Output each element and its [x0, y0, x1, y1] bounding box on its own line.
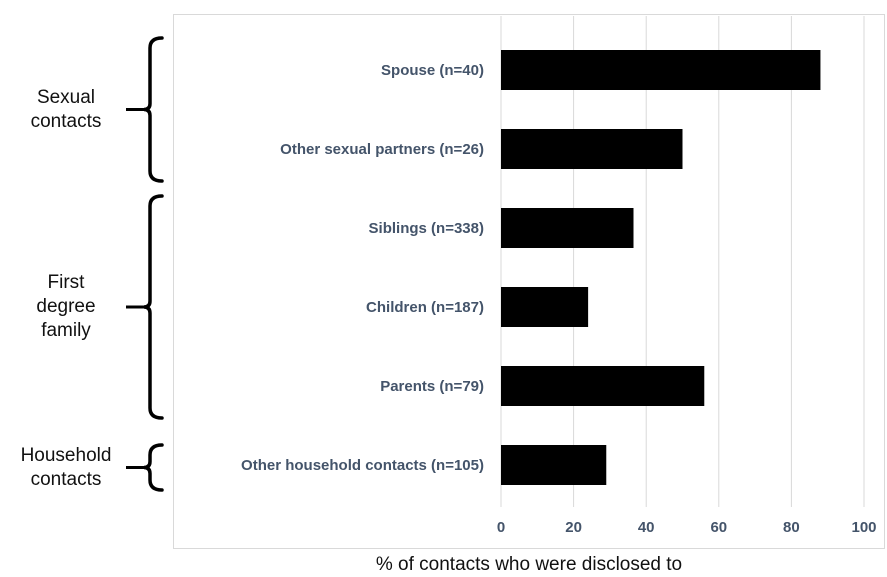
plot-area-frame — [173, 14, 885, 549]
group-label-line: First — [47, 272, 85, 293]
x-tick-label: 20 — [565, 519, 582, 536]
group-brackets — [126, 36, 164, 492]
bar — [501, 366, 705, 406]
x-tick-labels: 0 20 40 60 80 100 — [497, 519, 877, 536]
group-label-line: family — [41, 320, 91, 341]
category-labels: Spouse (n=40) Other sexual partners (n=26… — [241, 62, 484, 474]
category-label: Children (n=187) — [366, 299, 484, 316]
bar — [501, 445, 607, 485]
bar — [501, 129, 683, 169]
category-label: Parents (n=79) — [380, 378, 484, 395]
x-tick-label: 60 — [710, 519, 727, 536]
x-tick-label: 0 — [497, 519, 505, 536]
category-label: Other household contacts (n=105) — [241, 457, 484, 474]
group-label-line: contacts — [30, 110, 102, 132]
bar — [501, 50, 821, 90]
x-axis-label: % of contacts who were disclosed to — [375, 554, 683, 575]
group-bracket — [143, 36, 164, 183]
bar — [501, 208, 634, 248]
group-label: First degree family — [6, 271, 126, 343]
group-label-line: degree — [36, 296, 96, 317]
group-label-line: Household — [20, 444, 112, 466]
category-label: Siblings (n=338) — [369, 220, 484, 237]
x-tick-label: 100 — [851, 519, 876, 536]
gridlines — [500, 16, 865, 507]
group-label: Sexual contacts — [6, 86, 126, 134]
group-bracket — [143, 443, 164, 492]
x-tick-label: 80 — [783, 519, 800, 536]
group-bracket — [143, 194, 164, 420]
category-label: Other sexual partners (n=26) — [280, 141, 484, 158]
group-label-line: Sexual — [36, 86, 96, 108]
bar — [501, 287, 589, 327]
bars — [501, 50, 821, 485]
group-label: Household contacts — [6, 444, 126, 492]
group-label-line: contacts — [30, 468, 102, 490]
category-label: Spouse (n=40) — [381, 62, 484, 79]
x-tick-label: 40 — [638, 519, 655, 536]
